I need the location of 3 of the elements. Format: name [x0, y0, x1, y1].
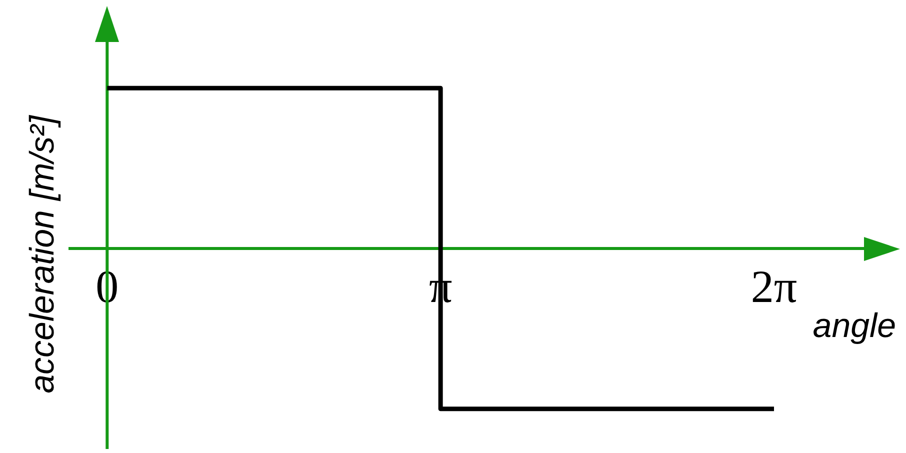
y-axis-title: acceleration [m/s²]	[23, 114, 62, 394]
x-axis-title: angle	[812, 306, 896, 345]
x-tick-label: 2π	[750, 261, 798, 312]
